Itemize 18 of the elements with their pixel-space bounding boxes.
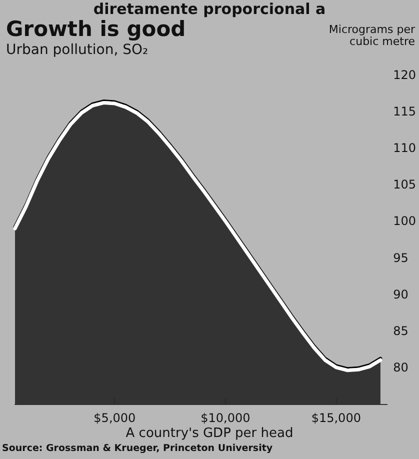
chart-title: Growth is good xyxy=(6,17,186,41)
y-tick-label: 90 xyxy=(393,287,408,302)
y-tick-label: 80 xyxy=(393,360,408,374)
chart-subtitle: Urban pollution, SO₂ xyxy=(6,42,148,58)
y-tick-label: 100 xyxy=(393,214,416,228)
x-tick-label: $10,000 xyxy=(200,411,250,425)
y-tick-label: 85 xyxy=(393,324,408,338)
source-note: Source: Grossman & Krueger, Princeton University xyxy=(2,443,273,454)
x-tick-label: $5,000 xyxy=(94,411,136,425)
y-tick-label: 105 xyxy=(393,178,416,192)
y-tick-label: 95 xyxy=(393,250,408,265)
x-tick-label: $15,000 xyxy=(311,411,361,425)
y-tick-label: 120 xyxy=(393,68,416,82)
y-tick-label: 115 xyxy=(393,104,416,119)
x-axis-title: A country's GDP per head xyxy=(124,426,294,441)
text: diretamente proporcional a xyxy=(92,0,327,18)
y-tick-label: 110 xyxy=(393,141,416,156)
y-axis-title: Micrograms per cubic metre xyxy=(328,23,415,48)
